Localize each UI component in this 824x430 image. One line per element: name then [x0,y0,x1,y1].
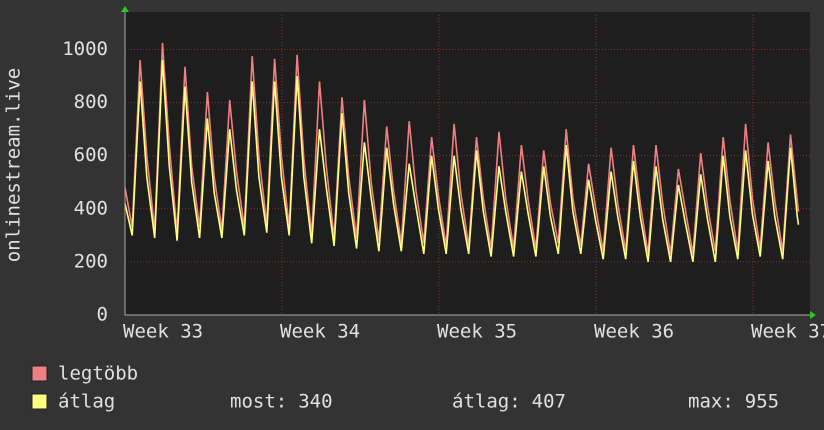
x-tick-label: Week 33 [123,321,203,343]
stat-label: max: [688,391,734,413]
x-tick-label: Week 37 [751,321,824,343]
x-tick-label: Week 35 [437,321,517,343]
stat-value: 340 [298,391,332,413]
series-line [124,42,800,255]
legend-label: átlag [58,391,115,413]
axis-arrow [810,311,816,319]
plot-area [125,12,810,315]
legend-swatch [31,365,48,382]
legend-label: legtöbb [58,363,138,385]
y-axis-label: onlinestream.live [3,68,25,262]
labels: 0 200 400 600 800 1000 Week 33 Week 34 Week 35 We… [31,38,824,413]
stat-label: most: [230,391,287,413]
lines [124,42,800,263]
series-line [124,60,800,263]
x-tick-label: Week 36 [594,321,674,343]
stat-value: 407 [532,391,566,413]
y-tick-label: 1000 [62,38,108,60]
y-tick-label: 0 [97,304,108,326]
y-tick-label: 800 [74,91,108,113]
y-tick-label: 400 [74,197,108,219]
axis-arrow [121,6,129,12]
y-tick-label: 600 [74,144,108,166]
stat-value: 955 [745,391,779,413]
x-tick-label: Week 34 [280,321,360,343]
stat-label: átlag: [452,391,521,413]
y-tick-label: 200 [74,250,108,272]
legend-swatch [31,393,48,410]
